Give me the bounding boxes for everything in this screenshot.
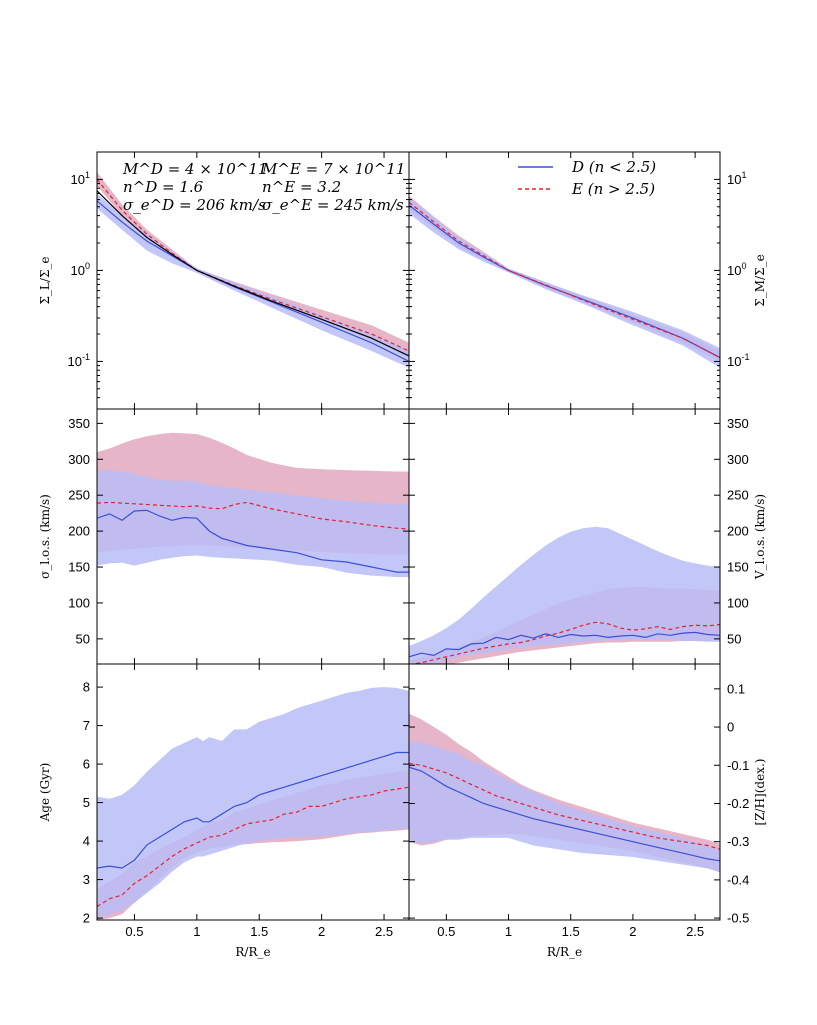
ylabel-metallicity: [Z/H](dex.): [753, 759, 767, 826]
y-tick-label: 50: [727, 631, 741, 646]
x-tick-label: 2: [318, 924, 325, 939]
legend-label-e: E (n > 2.5): [571, 180, 655, 198]
y-tick-label: 101: [727, 170, 746, 187]
x-tick-label: 0.5: [125, 924, 143, 939]
band-D-age: [97, 687, 409, 919]
y-tick-label: 200: [68, 524, 90, 539]
y-tick-label: 0.1: [727, 681, 745, 696]
y-tick-label: 0: [727, 720, 734, 735]
y-tick-label: 100: [71, 261, 90, 278]
y-tick-label: 300: [727, 452, 749, 467]
y-tick-label: 10-1: [727, 352, 749, 369]
y-tick-label: 350: [68, 416, 90, 431]
y-tick-label: -0.2: [727, 796, 749, 811]
annotation-mass-d: M^D = 4 × 10^11: [122, 160, 267, 178]
annotation-sigma-d: σ_e^D = 206 km/s: [123, 196, 266, 214]
line-E-mass-profile: [409, 201, 720, 359]
y-tick-label: 350: [727, 416, 749, 431]
line-E-age: [97, 786, 409, 908]
x-tick-label: 1.5: [250, 924, 268, 939]
x-tick-label: 2.5: [686, 924, 704, 939]
y-tick-label: 300: [68, 452, 90, 467]
axis-labels: Σ_L/Σ_e Σ_M/Σ_e σ_l.o.s. (km/s) V_l.o.s. (k…: [38, 254, 767, 959]
y-tick-label: 150: [68, 560, 90, 575]
y-tick-label: 5: [83, 795, 90, 810]
xlabel-col2: R/R_e: [547, 945, 582, 959]
y-tick-label: 50: [76, 631, 90, 646]
ylabel-age: Age (Gyr): [38, 763, 52, 823]
annotation-n-d: n^D = 1.6: [123, 178, 204, 196]
x-tick-label: 2: [629, 924, 636, 939]
legend-label-d: D (n < 2.5): [571, 158, 656, 176]
profile-lines: [97, 179, 720, 908]
y-tick-label: 6: [83, 757, 90, 772]
frame-mass-profile: [408, 151, 721, 410]
y-tick-label: -0.4: [727, 872, 749, 887]
y-tick-label: -0.5: [727, 911, 749, 926]
line-D-metallicity: [409, 766, 720, 862]
x-tick-label: 2.5: [375, 924, 393, 939]
x-tick-label: 1: [505, 924, 512, 939]
y-tick-label: 3: [83, 872, 90, 887]
line-D-age: [97, 751, 409, 869]
x-tick-label: 0.5: [437, 924, 455, 939]
y-tick-label: 100: [68, 595, 90, 610]
line-E-velocity-dispersion: [97, 501, 409, 530]
y-tick-label: 4: [83, 834, 90, 849]
axis-ticks: [97, 151, 720, 920]
y-tick-label: 10-1: [68, 352, 90, 369]
band-D-velocity-dispersion: [97, 470, 409, 578]
line-combined-light-profile: [97, 190, 409, 357]
band-D-light-profile: [97, 193, 409, 368]
annotation-n-e: n^E = 3.2: [262, 178, 341, 196]
y-tick-label: 7: [83, 718, 90, 733]
annotation-mass-e: M^E = 7 × 10^11: [261, 160, 405, 178]
band-D-mass-profile: [409, 197, 720, 368]
y-tick-label: -0.3: [727, 834, 749, 849]
ylabel-rotation-velocity: V_l.o.s. (km/s): [753, 494, 767, 580]
y-tick-label: 200: [727, 524, 749, 539]
panel-frames: [96, 151, 721, 921]
band-D-metallicity: [409, 742, 720, 873]
ylabel-velocity-dispersion: σ_l.o.s. (km/s): [38, 494, 52, 579]
y-tick-label: 250: [727, 488, 749, 503]
x-tick-label: 1: [193, 924, 200, 939]
y-tick-label: 100: [727, 261, 746, 278]
ylabel-light-profile: Σ_L/Σ_e: [38, 256, 52, 304]
ylabel-mass-profile: Σ_M/Σ_e: [753, 254, 767, 306]
line-D-velocity-dispersion: [97, 509, 409, 573]
x-tick-label: 1.5: [562, 924, 580, 939]
annotation-sigma-e: σ_e^E = 245 km/s: [262, 196, 404, 214]
parameter-annotation: M^D = 4 × 10^11 n^D = 1.6 σ_e^D = 206 km…: [122, 160, 405, 214]
line-E-metallicity: [409, 762, 720, 850]
y-tick-label: 2: [83, 911, 90, 926]
y-tick-label: 101: [71, 170, 90, 187]
tick-labels: 10-110010110-110010150100150200250300350…: [68, 170, 750, 939]
xlabel-col1: R/R_e: [235, 945, 270, 959]
frame-metallicity: [408, 663, 721, 921]
y-tick-label: 100: [727, 595, 749, 610]
legend: D (n < 2.5) E (n > 2.5): [518, 158, 656, 198]
line-D-rotation-velocity: [409, 631, 720, 658]
y-tick-label: -0.1: [727, 758, 749, 773]
y-tick-label: 8: [83, 680, 90, 695]
y-tick-label: 150: [727, 560, 749, 575]
y-tick-label: 250: [68, 488, 90, 503]
